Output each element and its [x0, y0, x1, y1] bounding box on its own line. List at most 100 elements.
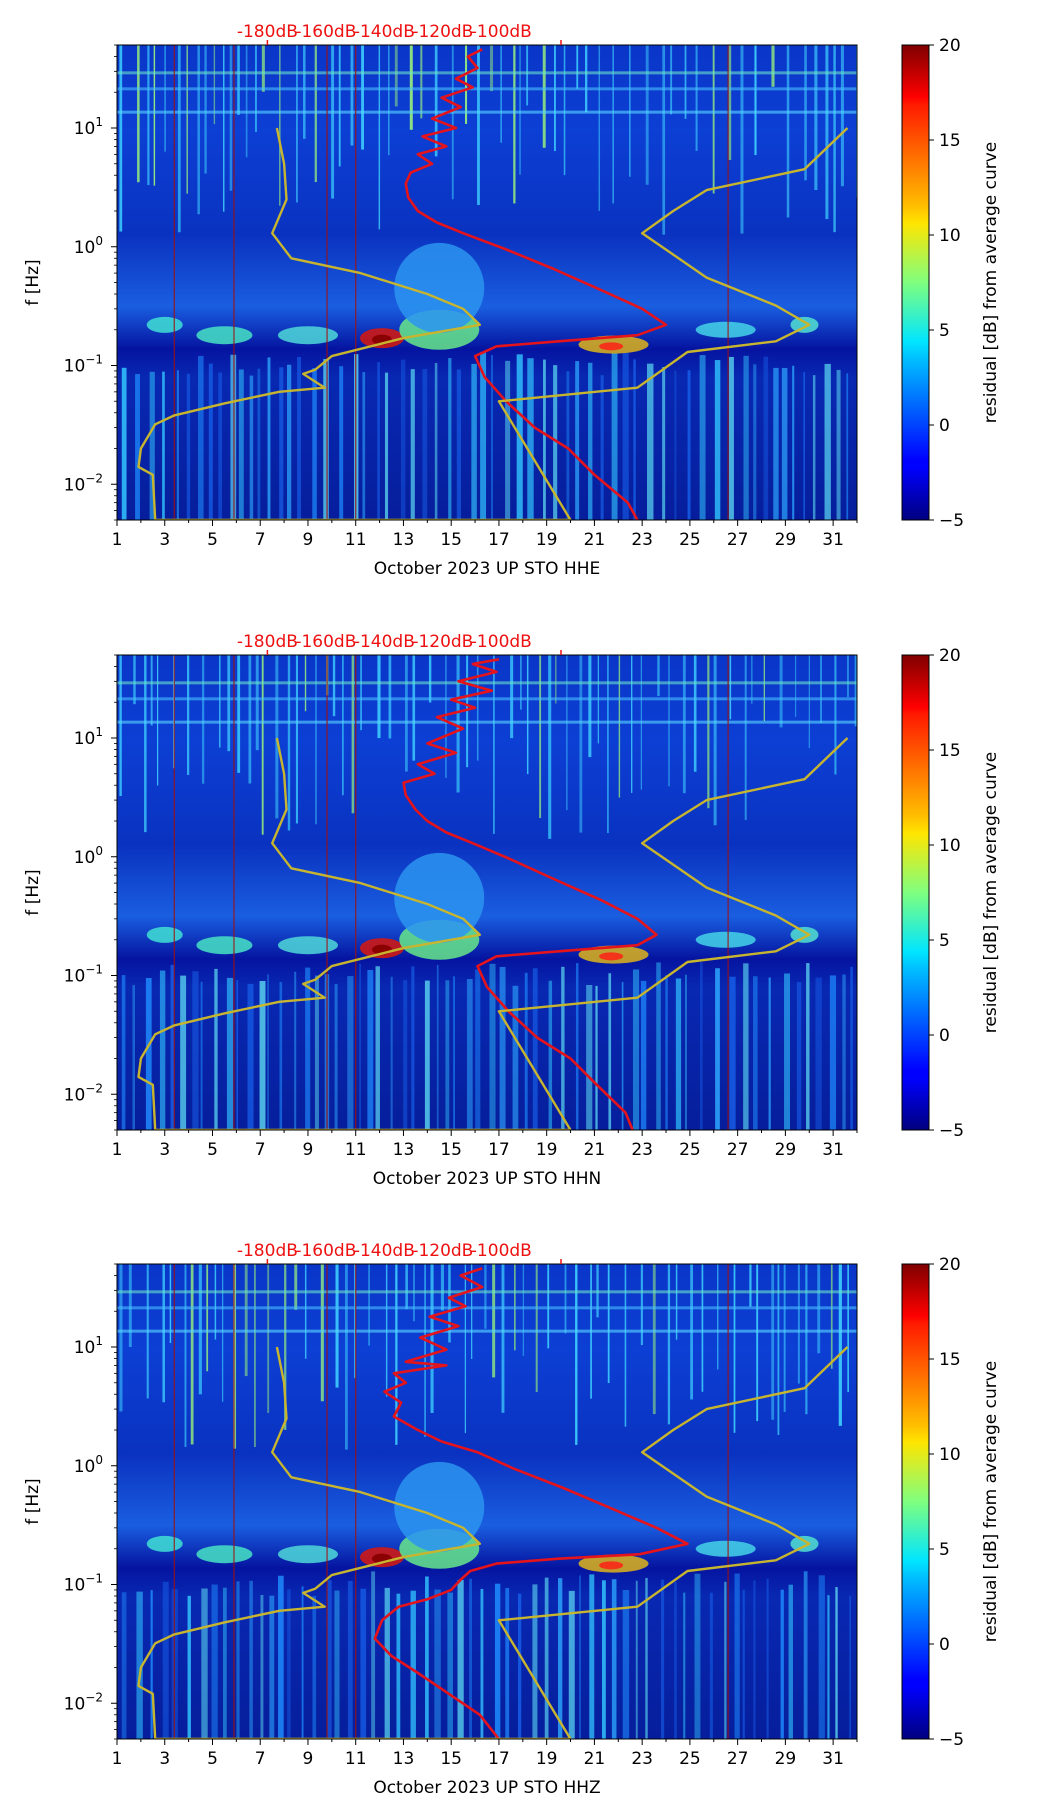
heatmap-streak: [170, 964, 175, 1130]
heatmap-streak: [640, 980, 647, 1130]
heatmap-streak: [633, 359, 636, 520]
heatmap-streak: [709, 1592, 713, 1739]
colorbar-gradient: [901, 44, 930, 521]
heatmap-streak: [621, 982, 624, 1130]
x-tick-label: 15: [440, 1749, 462, 1769]
heatmap-spike: [684, 45, 687, 119]
heatmap-streak: [384, 1587, 390, 1739]
heatmap-spike: [279, 45, 281, 206]
x-tick-label: 3: [159, 530, 170, 550]
spectrogram-heatmap: [117, 45, 857, 520]
heatmap-spike: [645, 45, 649, 185]
heatmap-streak: [162, 371, 165, 520]
heatmap-streak: [768, 977, 771, 1130]
heatmap-streak: [447, 1592, 453, 1739]
heatmap-streak: [773, 367, 779, 520]
noise-model-curve: [137, 127, 849, 520]
heatmap-streak: [334, 984, 338, 1130]
heatmap-streak: [159, 970, 166, 1130]
heatmap-streak: [326, 1580, 332, 1739]
heatmap-streak: [259, 981, 266, 1130]
heatmap-streak: [601, 1580, 606, 1739]
heatmap-streak: [297, 357, 302, 520]
heatmap-streak: [469, 1578, 472, 1739]
heatmap-spike: [335, 1264, 339, 1388]
heatmap-spike: [424, 1264, 426, 1437]
heatmap-blob: [790, 1535, 819, 1552]
heatmap-spike: [214, 1264, 217, 1340]
heatmap-streak: [656, 962, 661, 1130]
heatmap-spike: [456, 655, 460, 793]
heatmap-streak: [600, 375, 604, 520]
heatmap-spike: [186, 45, 188, 194]
heatmap-spike: [777, 1264, 780, 1435]
heatmap-streak: [611, 353, 618, 520]
heatmap-spike: [331, 45, 335, 199]
x-tick-label: 31: [822, 1749, 844, 1769]
x-tick-label: 9: [303, 1140, 314, 1160]
top-axis-label: -180dB: [237, 1241, 298, 1261]
heatmap-spike: [440, 1264, 445, 1311]
heatmap-spike: [607, 655, 609, 834]
heatmap-streak: [622, 352, 629, 520]
heatmap-spike: [631, 655, 633, 793]
heatmap-spike: [576, 45, 579, 89]
heatmap-spike: [253, 1264, 256, 1448]
heatmap-streak: [662, 366, 666, 520]
heatmap-blob: [695, 321, 756, 338]
heatmap-spike: [388, 45, 390, 156]
colorbar-tick-label: 5: [939, 931, 950, 951]
heatmap-blob: [146, 316, 183, 333]
heatmap-spike: [838, 1264, 842, 1426]
heatmap-spike: [378, 45, 381, 230]
heatmap-streak: [687, 370, 691, 520]
heatmap-blob: [790, 926, 819, 943]
colorbar-tick-label: 20: [939, 1255, 961, 1275]
top-axis-label: -120dB: [412, 22, 473, 42]
heatmap-streak: [135, 374, 140, 520]
heatmap-streak: [557, 1578, 563, 1739]
heatmap-streak: [824, 363, 831, 520]
heatmap-spike: [754, 45, 757, 156]
heatmap-band: [117, 71, 857, 75]
heatmap-streak: [347, 976, 354, 1130]
x-tick-label: 25: [679, 1140, 701, 1160]
heatmap-streak: [803, 371, 806, 520]
heatmap-streak: [815, 977, 822, 1130]
heatmap-spike: [395, 1264, 398, 1445]
x-tick-label: 11: [345, 530, 367, 550]
heatmap-spike: [184, 1264, 187, 1447]
x-tick-label: 17: [488, 530, 510, 550]
heatmap-streak: [176, 370, 179, 520]
heatmap-spike: [294, 1264, 298, 1310]
x-axis-label: October 2023 UP STO HHZ: [373, 1778, 600, 1798]
heatmap-spike: [229, 45, 233, 191]
heatmap-blob: [394, 242, 485, 333]
heatmap-spike: [128, 1264, 132, 1347]
x-tick-label: 19: [536, 1749, 558, 1769]
colorbar: −5 0 5 10 15 20 residual [dB] from average cur…: [901, 646, 1001, 1141]
heatmap-streak: [699, 355, 706, 520]
heatmap-spike: [464, 1264, 467, 1434]
heatmap-streak: [532, 968, 538, 1130]
heatmap-spike: [295, 655, 299, 824]
x-tick-label: 29: [775, 530, 797, 550]
heatmap-streak: [269, 1595, 275, 1739]
heatmap-streak: [635, 1580, 638, 1739]
heatmap-spike: [156, 655, 159, 786]
heatmap-spike: [445, 655, 447, 778]
heatmap-streak: [803, 1571, 808, 1739]
heatmap-spike: [854, 655, 857, 727]
colorbar-tick-label: 15: [939, 741, 961, 761]
heatmap-spike: [244, 1264, 248, 1377]
heatmap-streak: [575, 361, 580, 520]
top-axis-label: -140dB: [354, 1241, 415, 1261]
x-tick-label: 21: [584, 1140, 606, 1160]
x-tick-label: 17: [488, 1140, 510, 1160]
heatmap-streak: [575, 963, 579, 1130]
heatmap-spike: [834, 655, 837, 775]
x-tick-label: 21: [584, 530, 606, 550]
heatmap-streak: [734, 1573, 740, 1739]
